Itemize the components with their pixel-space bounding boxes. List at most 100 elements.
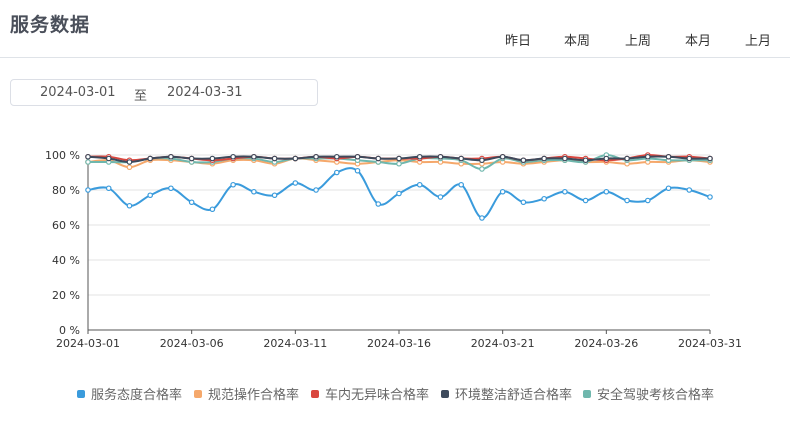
data-point	[644, 153, 651, 160]
x-tick-label: 2024-03-26	[574, 337, 638, 350]
date-end-input[interactable]: 2024-03-31	[167, 85, 243, 100]
legend-label: 规范操作合格率	[208, 388, 300, 403]
data-point	[292, 155, 299, 162]
data-point	[188, 155, 195, 162]
data-point	[313, 187, 319, 193]
data-point	[209, 206, 216, 213]
period-tab-last-month[interactable]: 上月	[745, 34, 772, 49]
data-point	[541, 155, 547, 162]
legend-item[interactable]: 规范操作合格率	[194, 384, 299, 403]
data-point	[624, 155, 630, 162]
legend-swatch	[77, 390, 85, 398]
data-point	[375, 201, 382, 207]
data-point	[105, 185, 112, 192]
data-point	[188, 199, 195, 206]
x-tick-label: 2024-03-31	[678, 337, 742, 350]
data-point	[707, 194, 713, 200]
period-tab-this-week[interactable]: 本周	[564, 34, 591, 49]
legend-item[interactable]: 车内无异味合格率	[311, 384, 429, 403]
y-tick-label: 40 %	[52, 254, 80, 267]
data-point	[105, 155, 112, 162]
data-point	[603, 188, 610, 195]
data-point	[168, 185, 174, 192]
header-divider	[0, 57, 790, 58]
data-point	[707, 155, 713, 162]
period-tabs: 昨日 本周 上周 本月 上月	[480, 30, 800, 52]
data-point	[209, 155, 216, 162]
data-point	[499, 188, 506, 195]
chart-legend: 服务态度合格率 规范操作合格率 车内无异味合格率 环境整洁舒适合格率 安全驾驶考核合格率	[0, 384, 800, 403]
data-point	[375, 155, 382, 162]
period-tab-this-month[interactable]: 本月	[685, 34, 712, 49]
page-title: 服务数据	[10, 14, 91, 36]
date-range-separator: 至	[134, 89, 148, 104]
data-point	[665, 185, 672, 192]
data-point	[271, 192, 278, 199]
data-point	[333, 153, 340, 160]
data-point	[333, 169, 340, 176]
legend-item[interactable]: 环境整洁舒适合格率	[441, 384, 572, 403]
data-point	[251, 188, 257, 195]
data-point	[85, 187, 91, 193]
y-tick-label: 80 %	[52, 184, 80, 197]
data-point	[396, 160, 402, 167]
data-point	[292, 180, 299, 186]
data-point	[437, 153, 444, 160]
x-tick-label: 2024-03-16	[367, 337, 431, 350]
y-tick-label: 60 %	[52, 219, 80, 232]
x-tick-label: 2024-03-11	[263, 337, 327, 350]
data-point	[126, 202, 133, 209]
data-point	[686, 187, 693, 193]
period-tab-yesterday[interactable]: 昨日	[505, 34, 532, 49]
data-point	[230, 181, 236, 188]
legend-item[interactable]: 安全驾驶考核合格率	[583, 384, 714, 403]
legend-item[interactable]: 服务态度合格率	[77, 384, 182, 403]
data-point	[416, 181, 423, 188]
data-point	[520, 199, 527, 206]
data-point	[168, 153, 174, 160]
period-tab-last-week[interactable]: 上周	[625, 34, 652, 49]
data-point	[582, 157, 589, 164]
date-start-input[interactable]: 2024-03-01	[40, 85, 116, 100]
data-point	[271, 155, 278, 162]
legend-label: 安全驾驶考核合格率	[597, 388, 715, 403]
data-point	[686, 155, 693, 162]
legend-swatch	[583, 390, 591, 398]
data-point	[354, 167, 361, 174]
data-point	[85, 159, 91, 165]
x-tick-label: 2024-03-21	[471, 337, 535, 350]
data-point	[479, 215, 485, 221]
data-point	[479, 166, 485, 172]
data-point	[85, 153, 91, 160]
date-range-picker[interactable]: 2024-03-01 至 2024-03-31	[10, 79, 318, 106]
legend-label: 环境整洁舒适合格率	[455, 388, 573, 403]
data-point	[520, 157, 527, 164]
legend-label: 车内无异味合格率	[325, 388, 430, 403]
data-point	[147, 155, 154, 162]
data-point	[126, 164, 133, 171]
data-point	[354, 153, 361, 160]
legend-swatch	[194, 390, 202, 398]
data-point	[147, 192, 154, 199]
data-point	[313, 153, 319, 160]
data-point	[230, 153, 236, 160]
data-point	[251, 153, 257, 160]
legend-swatch	[441, 390, 449, 398]
data-point	[126, 159, 133, 165]
legend-swatch	[311, 390, 319, 398]
data-point	[437, 194, 444, 200]
y-tick-label: 100 %	[45, 149, 80, 162]
data-point	[396, 190, 402, 197]
data-point	[458, 181, 465, 188]
data-point	[603, 155, 610, 162]
line-chart: 0 % 20 % 40 % 60 % 80 % 100 % 2024-03-01 2024-0…	[45, 149, 742, 350]
data-point	[541, 195, 547, 202]
data-point	[582, 197, 589, 204]
data-point	[644, 197, 651, 204]
data-point	[624, 197, 630, 204]
data-point	[665, 153, 672, 160]
data-point	[562, 155, 568, 162]
legend-label: 服务态度合格率	[91, 388, 183, 403]
y-tick-label: 20 %	[52, 289, 80, 302]
data-point	[479, 157, 485, 164]
